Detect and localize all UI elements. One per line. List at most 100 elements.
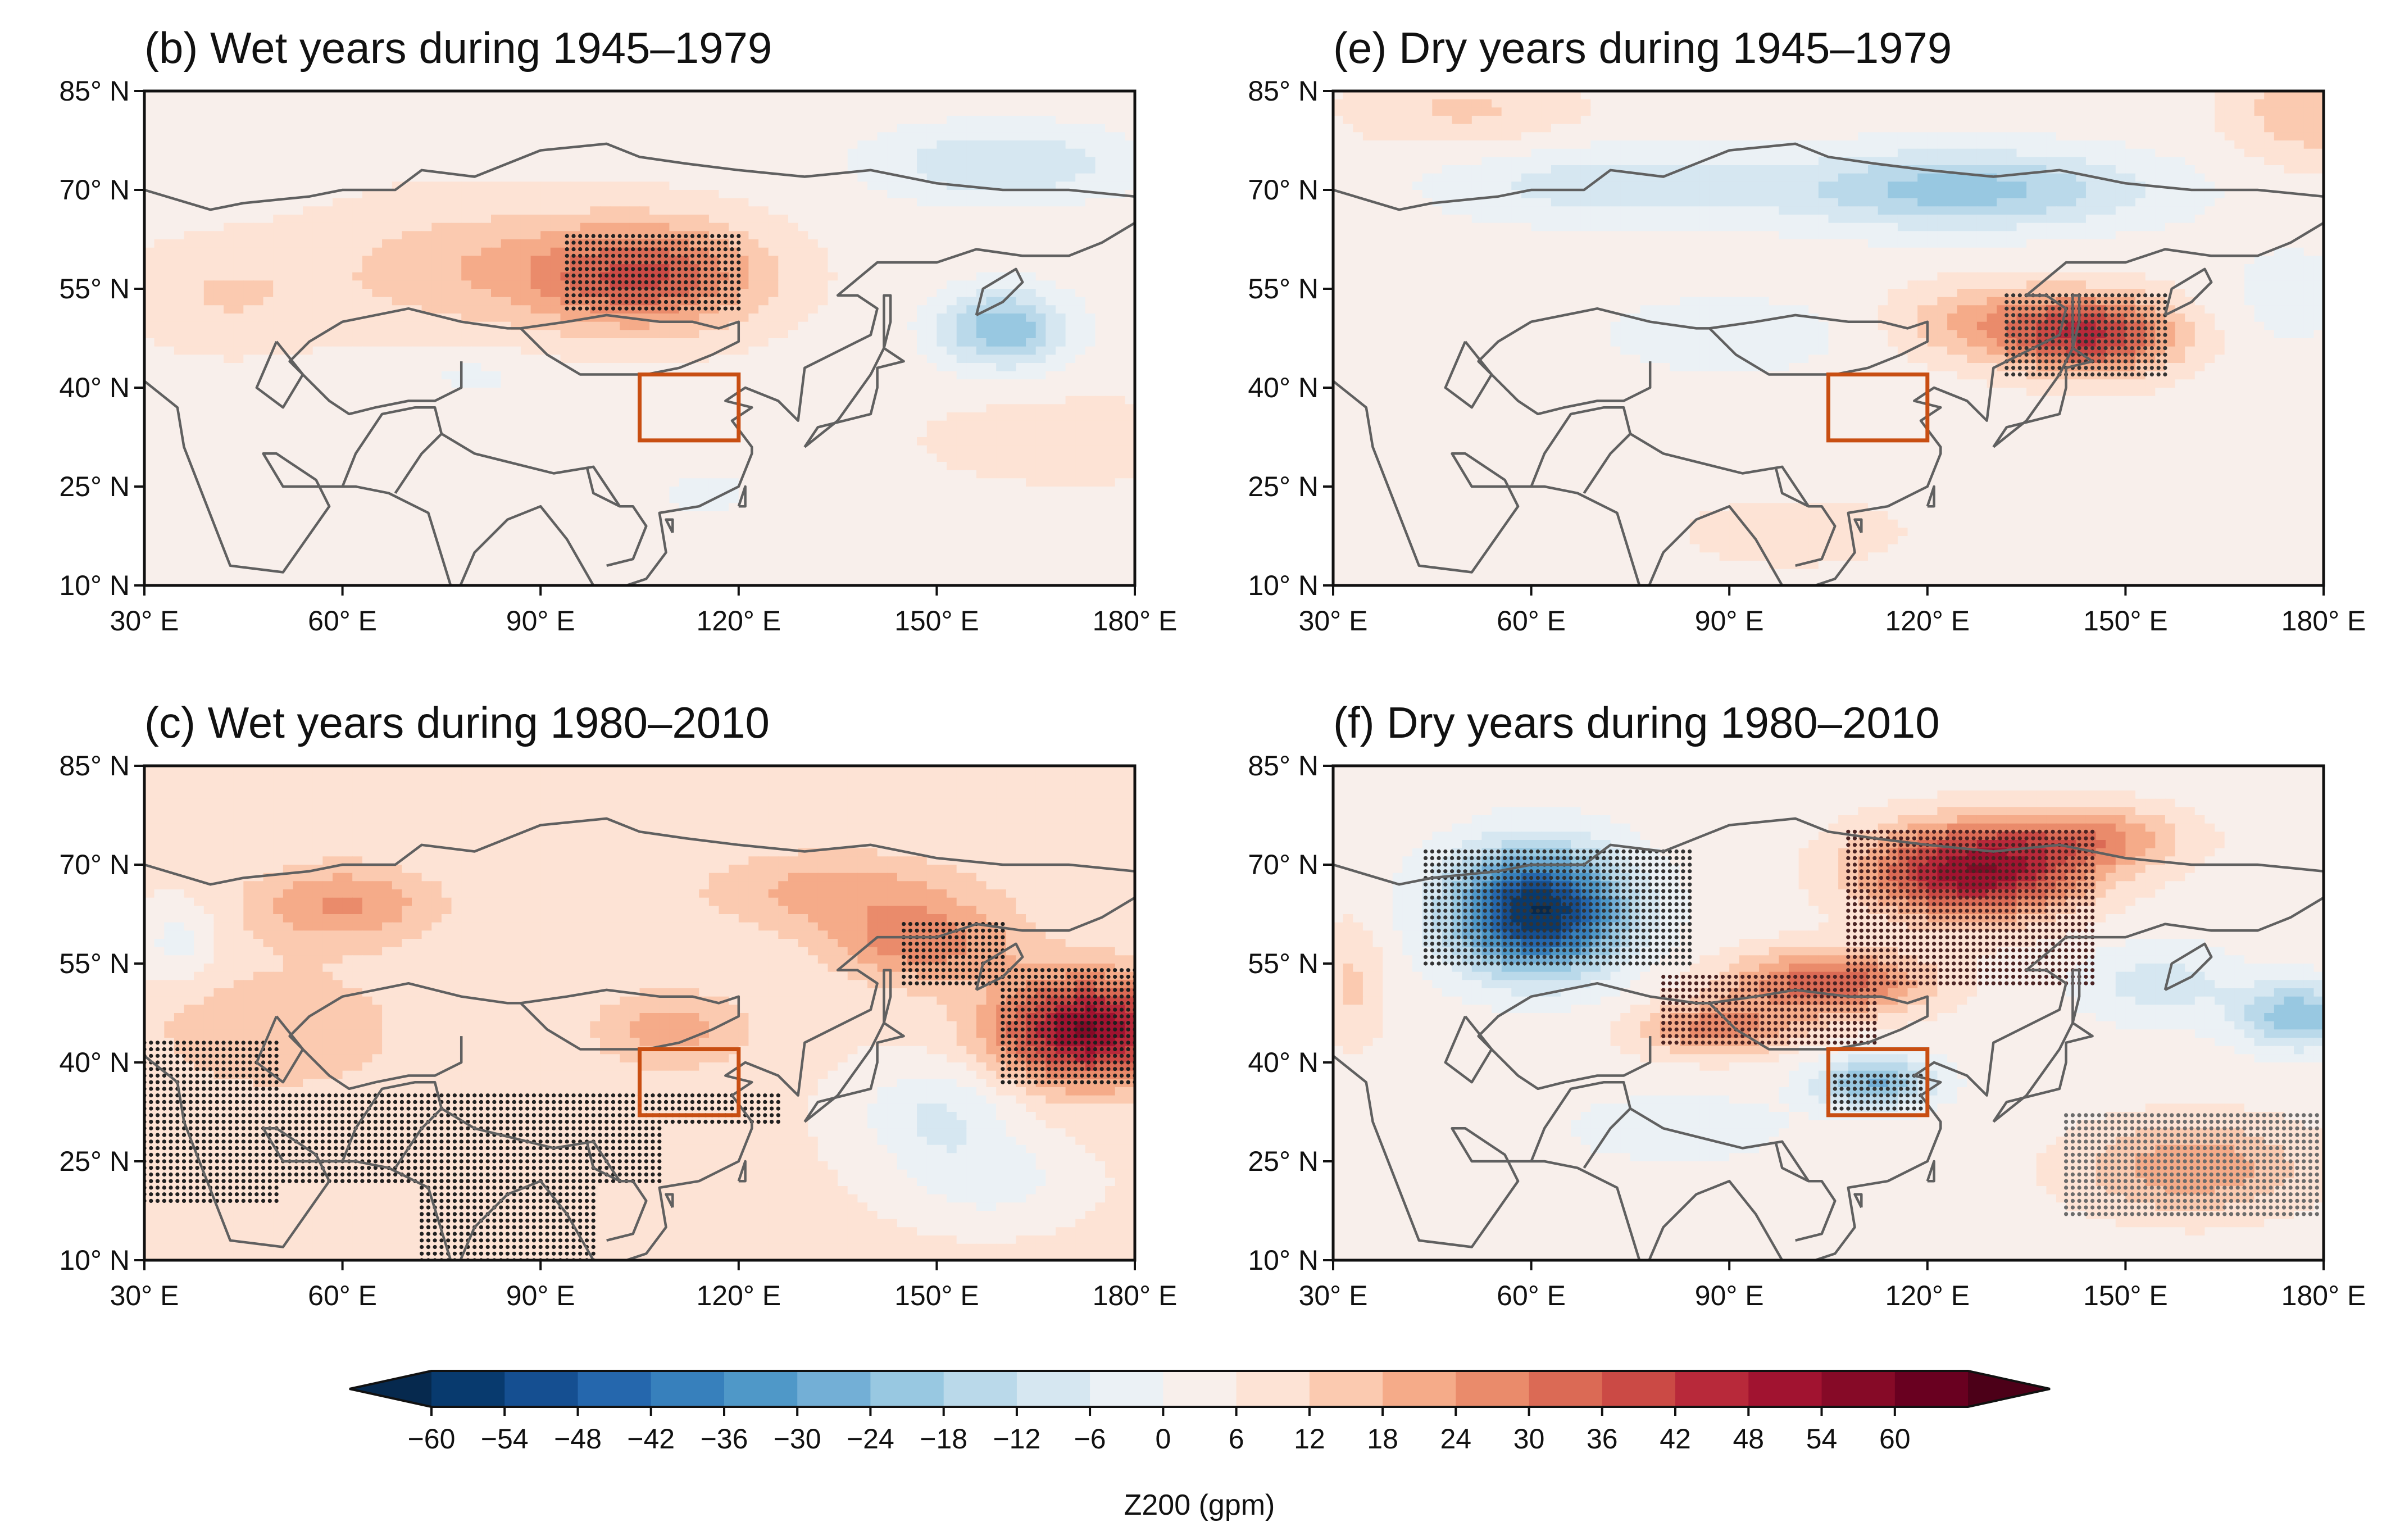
panel-b-field-cell	[620, 404, 630, 413]
panel-b-field-cell	[708, 404, 720, 413]
panel-b-field-cell	[263, 132, 274, 141]
panel-b-field-cell	[253, 321, 264, 331]
panel-b-field-cell	[986, 396, 997, 405]
panel-b-field-cell	[520, 264, 531, 273]
panel-b-field-cell	[412, 338, 422, 347]
panel-b-field-cell	[1105, 379, 1116, 388]
panel-b-field-cell	[471, 487, 482, 496]
panel-b-field-cell	[828, 462, 838, 471]
panel-b-field-cell	[758, 140, 769, 149]
panel-b-field-cell	[253, 157, 264, 166]
panel-b-field-cell	[838, 148, 848, 158]
panel-b-field-cell	[788, 453, 799, 462]
panel-b-field-cell	[778, 314, 789, 322]
panel-b-field-cell	[530, 280, 542, 289]
panel-b-field-cell	[857, 222, 868, 232]
panel-b-field-cell	[1026, 404, 1037, 413]
panel-b-field-cell	[144, 140, 155, 149]
panel-b-field-cell	[996, 314, 1007, 322]
panel-b-field-cell	[520, 346, 531, 356]
panel-b-field-cell	[352, 330, 363, 339]
panel-b-field-cell	[590, 206, 601, 215]
panel-b-field-cell	[857, 363, 868, 372]
panel-b-field-cell	[194, 453, 204, 462]
panel-b-field-cell	[1065, 388, 1076, 397]
panel-b-field-cell	[451, 371, 462, 380]
panel-b-field-cell	[333, 206, 343, 215]
panel-b-field-cell	[708, 453, 720, 462]
panel-b-field-cell	[897, 346, 908, 356]
panel-b-field-cell	[253, 107, 264, 116]
panel-b-field-cell	[431, 363, 442, 372]
panel-b-field-cell	[154, 338, 165, 347]
panel-b-field-cell	[164, 181, 175, 190]
panel-b-field-cell	[491, 190, 502, 199]
panel-b-field-cell	[550, 181, 561, 190]
panel-b-field-cell	[966, 264, 977, 273]
panel-b-field-cell	[491, 330, 502, 339]
panel-b-field-cell	[273, 280, 284, 289]
panel-b-field-cell	[224, 222, 234, 232]
panel-b-field-cell	[788, 190, 799, 199]
panel-b-field-cell	[1046, 289, 1056, 298]
panel-b-field-cell	[1095, 91, 1106, 100]
panel-b-field-cell	[808, 222, 819, 232]
panel-b-field-cell	[639, 478, 650, 487]
panel-b-field-cell	[897, 487, 908, 496]
panel-b-field-cell	[441, 157, 452, 166]
panel-b-field-cell	[481, 355, 492, 364]
panel-b-field-cell	[1065, 99, 1076, 108]
panel-b-field-cell	[610, 181, 621, 190]
panel-b-field-cell	[956, 198, 967, 207]
panel-b-field-cell	[857, 264, 868, 273]
panel-b-field-cell	[1026, 470, 1037, 479]
panel-b-field-cell	[828, 181, 838, 190]
panel-b-field-cell	[481, 198, 492, 207]
panel-b-field-cell	[352, 247, 363, 257]
panel-b-field-cell	[461, 305, 472, 314]
panel-b-field-cell	[194, 388, 204, 397]
panel-b-field-cell	[144, 396, 155, 405]
panel-b-field-cell	[491, 396, 502, 405]
panel-b-field-cell	[451, 99, 462, 108]
panel-b-field-cell	[203, 132, 215, 141]
panel-b-field-cell	[303, 429, 313, 438]
panel-b-field-cell	[333, 412, 343, 421]
panel-b-field-cell	[966, 478, 977, 487]
panel-b-field-cell	[1006, 404, 1017, 413]
panel-b-field-cell	[937, 462, 947, 471]
panel-b-field-cell	[1075, 215, 1086, 224]
panel-b-field-cell	[491, 116, 502, 125]
panel-b-field-cell	[798, 289, 809, 298]
panel-b-field-cell	[461, 388, 472, 397]
panel-b-field-cell	[600, 206, 611, 215]
panel-b-field-cell	[194, 148, 204, 158]
panel-b-field-cell	[689, 124, 700, 133]
panel-b-field-cell	[352, 429, 363, 438]
panel-b-field-cell	[1035, 256, 1047, 265]
panel-b-field-cell	[590, 132, 601, 141]
panel-b-field-cell	[431, 388, 442, 397]
panel-b-field-cell	[372, 124, 383, 133]
panel-b-field-cell	[867, 231, 878, 240]
panel-b-field-cell	[213, 99, 224, 108]
panel-b-field-cell	[402, 346, 412, 356]
panel-b-field-cell	[1006, 215, 1017, 224]
panel-b-field-cell	[520, 157, 531, 166]
panel-b-field-cell	[1105, 314, 1116, 322]
panel-b-field-cell	[352, 107, 363, 116]
panel-b-field-cell	[817, 487, 829, 496]
panel-b-field-cell	[243, 173, 254, 183]
panel-b-field-cell	[213, 173, 224, 183]
panel-b-field-cell	[501, 231, 512, 240]
panel-b-field-cell	[312, 124, 324, 133]
panel-b-field-cell	[243, 396, 254, 405]
panel-b-field-cell	[1046, 379, 1056, 388]
panel-b-field-cell	[788, 132, 799, 141]
panel-b-field-cell	[768, 99, 779, 108]
panel-b-field-cell	[679, 321, 690, 331]
panel-b-field-cell	[808, 91, 819, 100]
panel-b-field-cell	[1065, 297, 1076, 306]
panel-b-field-cell	[421, 91, 433, 100]
panel-b-field-cell	[729, 330, 739, 339]
